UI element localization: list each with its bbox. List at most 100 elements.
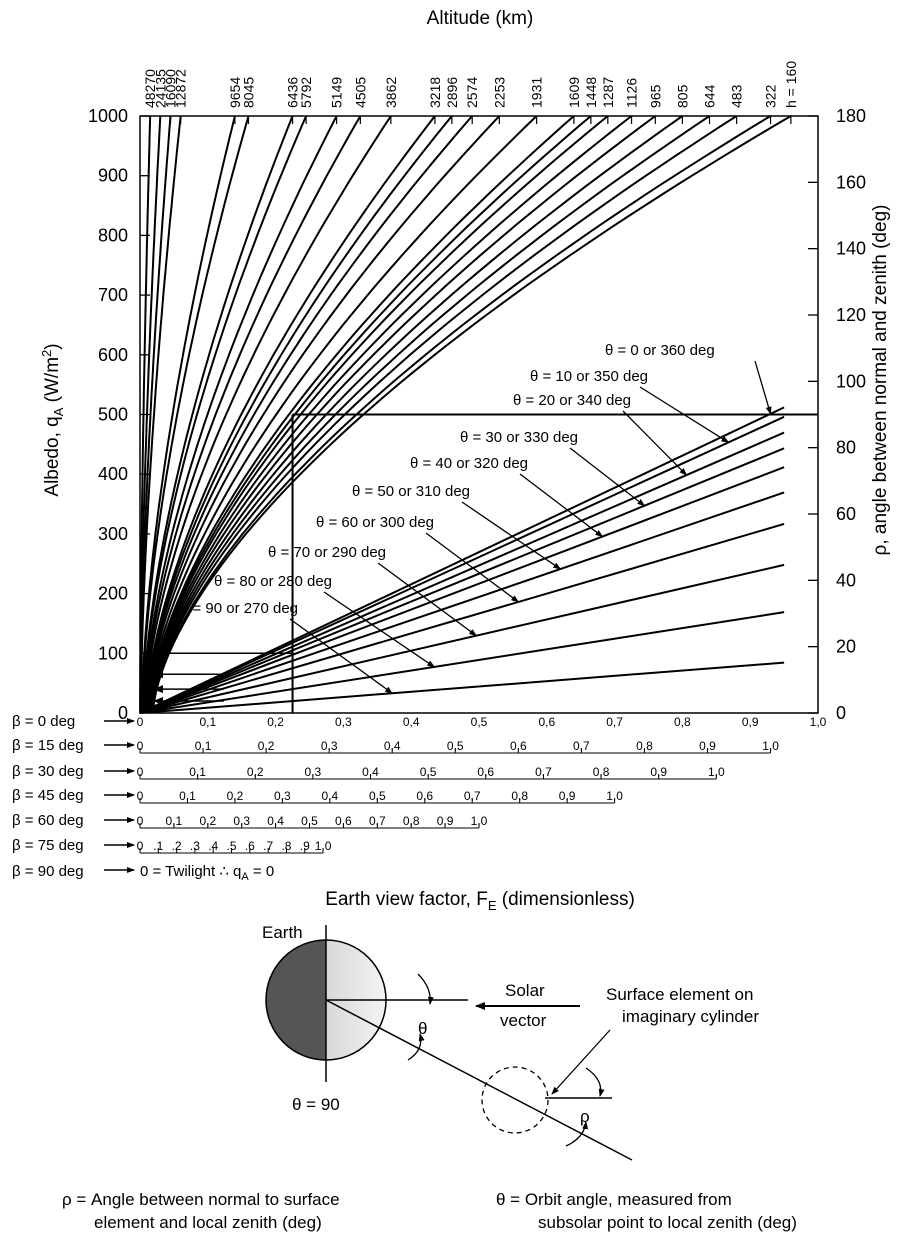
- beta-scale-tick-label: 0,8: [674, 715, 691, 729]
- altitude-tick-label: 12872: [173, 69, 189, 108]
- beta-scale-tick-label: .6: [245, 839, 255, 853]
- altitude-curve: [142, 115, 294, 714]
- local-zenith-line: [325, 999, 633, 1161]
- beta-scale-tick-label: 0,8: [403, 814, 420, 828]
- left-axis-title-main: Albedo, q: [42, 416, 63, 496]
- theta-line: [139, 466, 785, 714]
- left-tick-label: 500: [98, 405, 128, 425]
- theta-series-label: θ = 60 or 300 deg: [316, 514, 434, 531]
- beta-scale-tick-label: 0,5: [447, 739, 464, 753]
- beta-scale-tick-label: .5: [227, 839, 237, 853]
- theta-line: [139, 447, 785, 714]
- beta-scale-tick-label: 0,7: [464, 789, 481, 803]
- altitude-tick-label: 2574: [464, 77, 480, 108]
- beta-scale-tick-label: 0,4: [321, 789, 338, 803]
- theta-pointer-arrow: [377, 562, 478, 637]
- theta-series-label: θ = 20 or 340 deg: [513, 392, 631, 409]
- altitude-tick-label: 6436: [285, 77, 301, 108]
- left-tick-label: 1000: [88, 106, 128, 126]
- beta-scale-tick-label: 0,9: [742, 715, 759, 729]
- surface-pointer-arrow: [551, 1029, 611, 1095]
- altitude-tick-label: 16090: [163, 69, 179, 108]
- beta-scale-tick-label: .7: [263, 839, 273, 853]
- beta-scale-tick-label: 0,9: [437, 814, 454, 828]
- surface-label-1: Surface element on: [606, 985, 753, 1004]
- beta-scale-tick-label: 0,3: [274, 789, 291, 803]
- beta-scale-tick-label: 0,6: [335, 814, 352, 828]
- altitude-tick-label: 965: [647, 84, 663, 108]
- chart-title: Altitude (km): [427, 8, 534, 29]
- beta-scale-tick-label: 0,4: [362, 765, 379, 779]
- beta-scale-tick-label: 0: [137, 814, 144, 828]
- beta-scale-tick-label: 0: [137, 789, 144, 803]
- beta-scale-tick-label: 0: [137, 765, 144, 779]
- left-tick-label: 800: [98, 225, 128, 245]
- beta-scale-tick-label: 0,5: [471, 715, 488, 729]
- beta-scale-tick-label: 0,5: [301, 814, 318, 828]
- right-tick-label: 140: [836, 239, 866, 259]
- beta-scale-tick-label: 0,6: [416, 789, 433, 803]
- beta-scale-tick-label: 0,7: [535, 765, 552, 779]
- altitude-curve: [144, 115, 436, 714]
- theta-line: [139, 563, 785, 714]
- altitude-tick-label: 8045: [240, 77, 256, 108]
- right-axis-title: ρ, angle between normal and zenith (deg): [870, 205, 891, 556]
- left-axis-title-close: ): [42, 343, 63, 349]
- left-tick-label: 300: [98, 524, 128, 544]
- right-tick-label: 20: [836, 637, 856, 657]
- altitude-tick-label: 1287: [600, 77, 616, 108]
- theta-series-label: θ = 0 or 360 deg: [605, 342, 715, 359]
- beta-row-label: β = 45 deg: [12, 787, 84, 804]
- altitude-tick-label: 805: [674, 84, 690, 108]
- beta-scale-tick-label: 0,9: [650, 765, 667, 779]
- altitude-curve: [139, 115, 182, 714]
- altitude-tick-label: 2253: [491, 77, 507, 108]
- theta-arc-upper: [417, 973, 434, 1005]
- beta-scale-tick-label: 0,7: [573, 739, 590, 753]
- beta-scale-tick-label: 0,1: [199, 715, 216, 729]
- beta-scale-tick-label: 0,2: [247, 765, 264, 779]
- rho-arc-upper: [585, 1067, 605, 1097]
- altitude-curve: [144, 115, 392, 714]
- left-y-axis-ticks: 0 100 200 300 400 500 600 700 800 900 1000: [88, 106, 150, 723]
- beta-scale-tick-label: 1,0: [708, 765, 725, 779]
- theta-pointer-arrow: [289, 618, 394, 694]
- right-tick-label: 60: [836, 504, 856, 524]
- beta-scale-tick-label: 1,0: [606, 789, 623, 803]
- altitude-tick-label: 5149: [329, 77, 345, 108]
- beta-scale-tick-label: 0,2: [199, 814, 216, 828]
- beta-scale-tick-label: 0,3: [321, 739, 338, 753]
- theta-labels: θ = 0 or 360 deg θ = 10 or 350 deg θ = 20 …: [180, 342, 772, 694]
- altitude-curve: [145, 115, 453, 714]
- theta-series-label: θ = 40 or 320 deg: [410, 455, 528, 472]
- left-tick-label: 0: [118, 703, 128, 723]
- left-axis-title: Albedo, qA (W/m2): [39, 343, 66, 496]
- theta-pointer-arrow: [425, 532, 520, 603]
- beta-scale-tick-label: 0,2: [267, 715, 284, 729]
- beta-90-row: β = 90 deg 0 = Twilight ∴ qA = 0: [12, 863, 274, 883]
- altitude-tick-label: 1448: [583, 77, 599, 108]
- beta-90-text-sub: A: [241, 871, 249, 883]
- theta-line: [139, 611, 785, 714]
- beta-scale-tick-label: 0,4: [403, 715, 420, 729]
- beta-row-label: β = 60 deg: [12, 812, 84, 829]
- theta-90-label: θ = 90: [292, 1095, 340, 1114]
- rho-note-line-2: element and local zenith (deg): [94, 1213, 322, 1232]
- beta-scale-tick-label: 0,6: [477, 765, 494, 779]
- beta-row-label: β = 15 deg: [12, 737, 84, 754]
- theta-pointer-arrow: [754, 360, 772, 415]
- left-tick-label: 700: [98, 285, 128, 305]
- theta-line: [139, 522, 785, 714]
- orbit-diagram: Earth Solar vector θ θ = 90 Surface elem…: [262, 923, 759, 1161]
- beta-90-text-main: 0 = Twilight ∴ q: [140, 863, 241, 880]
- theta-series-label: θ = 30 or 330 deg: [460, 429, 578, 446]
- x-axis-title-sub: E: [488, 898, 497, 913]
- left-tick-label: 400: [98, 464, 128, 484]
- x-axis-title: Earth view factor, FE (dimensionless): [325, 889, 635, 913]
- beta-scale-tick-label: 0,8: [636, 739, 653, 753]
- beta-scale-tick-label: 0,2: [258, 739, 275, 753]
- altitude-tick-label: 322: [763, 84, 779, 108]
- beta-90-label: β = 90 deg: [12, 863, 84, 880]
- altitude-tick-label: 3218: [427, 77, 443, 108]
- beta-scale-tick-label: 0,4: [384, 739, 401, 753]
